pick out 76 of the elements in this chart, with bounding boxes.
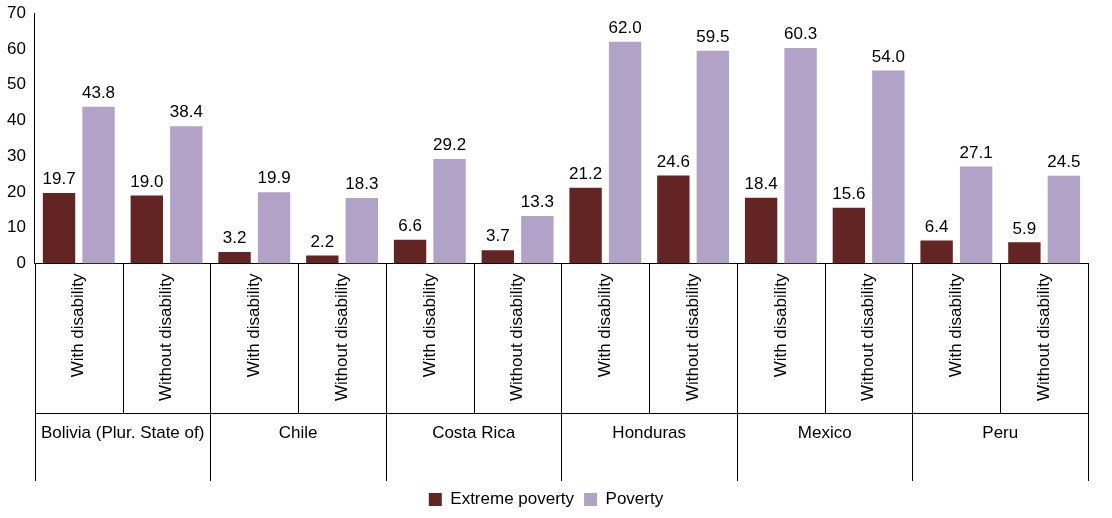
bar — [306, 255, 339, 264]
data-label: 59.5 — [696, 26, 730, 46]
bar — [433, 159, 466, 264]
x-tick-label: Without disability — [858, 272, 878, 402]
bar — [1008, 242, 1041, 264]
x-tick-label: With disability — [243, 272, 263, 378]
text: Chile — [278, 423, 318, 443]
bar — [82, 106, 115, 264]
text: Costa Rica — [432, 423, 516, 443]
bar — [744, 197, 778, 264]
bar — [832, 207, 866, 264]
data-label: 2.2 — [310, 231, 335, 251]
x-tick-label: With disability — [68, 272, 88, 378]
y-tick-label: 40 — [6, 110, 26, 130]
legend-label: Poverty — [605, 489, 664, 509]
y-tick-label: 20 — [6, 181, 26, 201]
bar — [608, 41, 642, 264]
data-label: 62.0 — [608, 17, 642, 37]
bar — [959, 166, 993, 264]
y-tick-label: 70 — [6, 2, 26, 22]
text: Peru — [982, 423, 1019, 443]
data-label: 15.6 — [832, 183, 866, 203]
data-label: 3.7 — [486, 226, 510, 246]
data-label: 19.0 — [130, 171, 164, 191]
data-label: 43.8 — [81, 83, 116, 103]
data-label: 13.3 — [520, 192, 554, 212]
bar — [521, 215, 554, 264]
text: Bolivia (Plur. State of) — [40, 423, 205, 443]
data-label: 18.4 — [744, 173, 778, 193]
data-label: 19.7 — [42, 169, 76, 189]
bar — [784, 47, 817, 264]
y-tick-label: 30 — [6, 145, 26, 165]
bar — [920, 240, 953, 264]
y-tick-label: 0 — [16, 253, 26, 273]
data-label: 24.6 — [656, 151, 690, 171]
bar — [130, 195, 163, 264]
bar — [170, 126, 203, 264]
bar — [257, 192, 291, 264]
data-label: 27.1 — [959, 142, 993, 162]
bar — [569, 187, 602, 264]
data-label: 60.3 — [784, 24, 818, 44]
x-tick-label: Without disability — [507, 272, 527, 402]
y-tick-label: 50 — [6, 74, 26, 94]
x-tick-label: Without disability — [331, 272, 351, 402]
legend-label: Extreme poverty — [450, 489, 575, 509]
y-tick-label: 10 — [6, 217, 26, 237]
x-tick-label: Without disability — [682, 272, 702, 402]
data-label: 38.4 — [169, 102, 203, 122]
y-tick-label: 60 — [6, 38, 26, 58]
data-label: 3.2 — [222, 228, 247, 248]
x-tick-label: Without disability — [156, 272, 176, 402]
data-label: 54.0 — [871, 46, 905, 66]
data-label: 5.9 — [1012, 218, 1037, 238]
data-label: 21.2 — [569, 163, 603, 183]
x-tick-label: With disability — [419, 272, 439, 378]
bar — [872, 70, 905, 264]
data-label: 24.5 — [1047, 152, 1081, 172]
x-tick-label: Without disability — [1033, 272, 1053, 402]
data-label: 6.6 — [398, 216, 422, 236]
bar — [657, 175, 690, 264]
data-label: 19.9 — [257, 168, 291, 188]
bar — [42, 193, 76, 264]
text: Honduras — [612, 423, 687, 443]
data-label: 6.4 — [924, 216, 949, 236]
x-tick-label: With disability — [770, 272, 790, 378]
text: Mexico — [797, 423, 852, 443]
bar — [1047, 175, 1081, 264]
data-label: 29.2 — [433, 135, 467, 155]
data-label: 18.3 — [345, 174, 379, 194]
x-tick-label: With disability — [946, 272, 966, 378]
bar — [696, 50, 730, 264]
bar — [345, 198, 378, 264]
bar — [481, 250, 515, 264]
x-tick-label: With disability — [595, 272, 615, 378]
bar — [218, 252, 251, 264]
bar — [393, 239, 427, 264]
